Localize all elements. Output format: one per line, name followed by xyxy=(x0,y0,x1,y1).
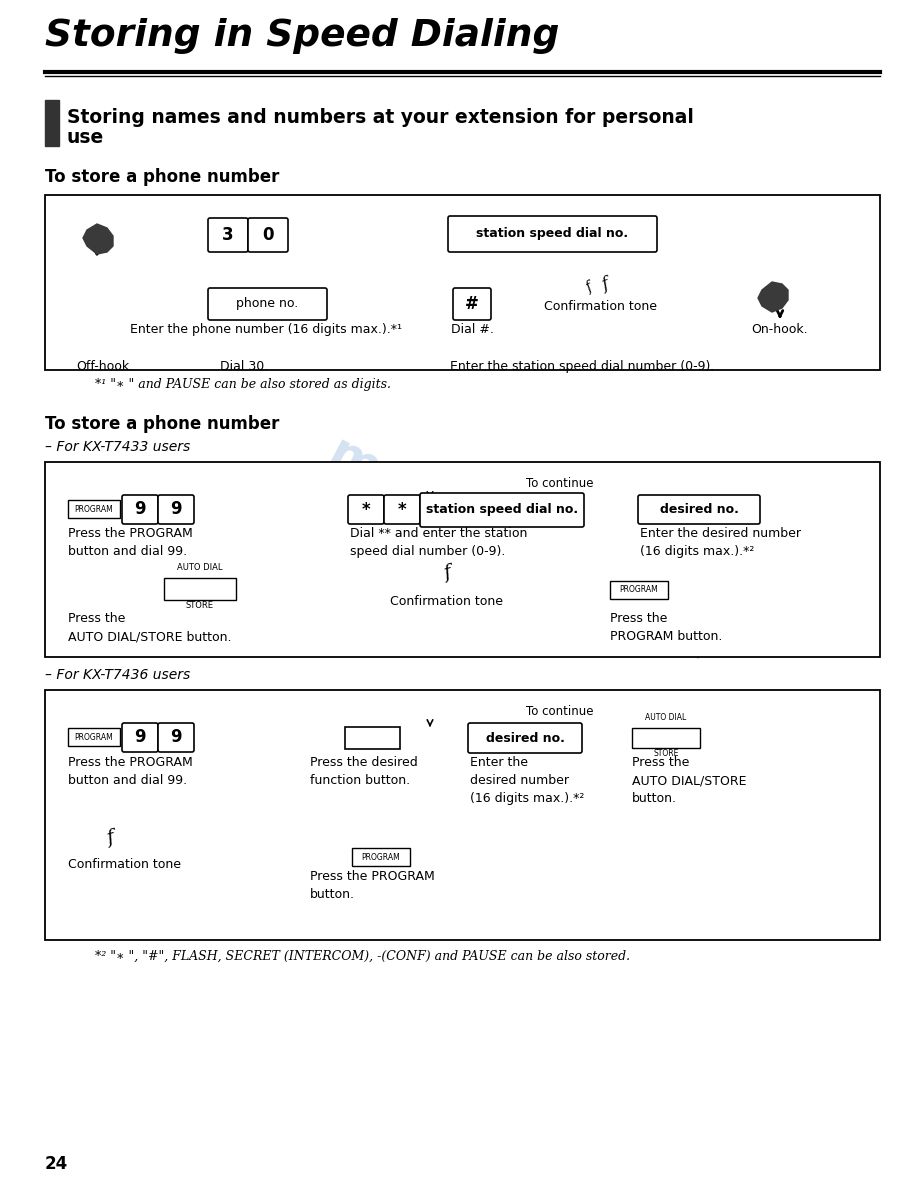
Text: *: * xyxy=(362,500,370,518)
Text: 3: 3 xyxy=(222,226,234,244)
Text: f: f xyxy=(599,276,610,295)
Bar xyxy=(45,195,880,369)
Text: station speed dial no.: station speed dial no. xyxy=(426,504,578,517)
Bar xyxy=(45,462,880,657)
Text: 0: 0 xyxy=(263,226,274,244)
FancyBboxPatch shape xyxy=(208,287,327,320)
FancyBboxPatch shape xyxy=(384,495,420,524)
FancyBboxPatch shape xyxy=(420,493,584,527)
FancyBboxPatch shape xyxy=(248,219,288,252)
Text: Enter the phone number (16 digits max.).*¹: Enter the phone number (16 digits max.).… xyxy=(130,323,402,336)
FancyBboxPatch shape xyxy=(638,495,760,524)
Bar xyxy=(45,100,59,146)
Text: desired no.: desired no. xyxy=(659,503,738,516)
Bar xyxy=(345,727,400,748)
Text: Enter the
desired number
(16 digits max.).*²: Enter the desired number (16 digits max.… xyxy=(470,756,585,805)
Text: Confirmation tone: Confirmation tone xyxy=(543,299,656,312)
Text: PROGRAM: PROGRAM xyxy=(74,733,114,741)
Text: Confirmation tone: Confirmation tone xyxy=(390,595,503,608)
Text: Confirmation tone: Confirmation tone xyxy=(68,858,181,871)
Text: 9: 9 xyxy=(134,500,146,518)
FancyBboxPatch shape xyxy=(448,216,657,252)
Text: – For KX-T7433 users: – For KX-T7433 users xyxy=(45,440,190,454)
Text: desired no.: desired no. xyxy=(486,732,565,745)
Text: Enter the desired number
(16 digits max.).*²: Enter the desired number (16 digits max.… xyxy=(640,527,801,558)
Text: To continue: To continue xyxy=(526,478,594,489)
Text: Dial ** and enter the station
speed dial number (0-9).: Dial ** and enter the station speed dial… xyxy=(350,527,527,558)
FancyBboxPatch shape xyxy=(158,495,194,524)
FancyBboxPatch shape xyxy=(158,723,194,752)
Text: 9: 9 xyxy=(134,728,146,746)
Text: Storing names and numbers at your extension for personal: Storing names and numbers at your extens… xyxy=(67,108,694,127)
Text: PROGRAM: PROGRAM xyxy=(362,853,400,861)
Bar xyxy=(632,728,700,748)
Text: station speed dial no.: station speed dial no. xyxy=(476,227,629,240)
Text: *² "∗ ", "#", FLASH, SECRET (INTERCOM), -(CONF) and PAUSE can be also stored.: *² "∗ ", "#", FLASH, SECRET (INTERCOM), … xyxy=(95,950,630,963)
Text: To store a phone number: To store a phone number xyxy=(45,415,279,432)
Text: 9: 9 xyxy=(170,500,182,518)
Bar xyxy=(45,690,880,940)
FancyBboxPatch shape xyxy=(468,723,582,753)
FancyBboxPatch shape xyxy=(348,495,384,524)
Text: f: f xyxy=(104,828,116,847)
Text: f: f xyxy=(584,280,596,296)
Text: To store a phone number: To store a phone number xyxy=(45,168,279,187)
Bar xyxy=(610,581,668,599)
Text: #: # xyxy=(465,295,479,312)
FancyBboxPatch shape xyxy=(122,495,158,524)
Text: Dial #.: Dial #. xyxy=(451,323,494,336)
Text: STORE: STORE xyxy=(654,748,678,758)
Bar xyxy=(68,728,120,746)
FancyBboxPatch shape xyxy=(122,723,158,752)
Text: Press the
AUTO DIAL/STORE
button.: Press the AUTO DIAL/STORE button. xyxy=(632,756,746,805)
Text: PROGRAM: PROGRAM xyxy=(620,586,658,594)
Bar xyxy=(164,579,236,600)
Text: On-hook.: On-hook. xyxy=(752,323,809,336)
Text: f: f xyxy=(442,563,453,582)
Text: Press the desired
function button.: Press the desired function button. xyxy=(310,756,418,786)
Text: – For KX-T7436 users: – For KX-T7436 users xyxy=(45,668,190,682)
Text: 24: 24 xyxy=(45,1155,68,1173)
Text: manualive.com: manualive.com xyxy=(320,429,720,671)
Text: AUTO DIAL: AUTO DIAL xyxy=(177,563,223,571)
Text: Press the PROGRAM
button and dial 99.: Press the PROGRAM button and dial 99. xyxy=(68,756,193,786)
FancyBboxPatch shape xyxy=(208,219,248,252)
Text: Press the
PROGRAM button.: Press the PROGRAM button. xyxy=(610,612,722,643)
Text: Press the PROGRAM
button.: Press the PROGRAM button. xyxy=(310,870,435,901)
Text: To continue: To continue xyxy=(526,704,594,718)
Bar xyxy=(352,848,410,866)
Text: phone no.: phone no. xyxy=(236,297,298,310)
Text: *¹ "∗ " and PAUSE can be also stored as digits.: *¹ "∗ " and PAUSE can be also stored as … xyxy=(95,378,391,391)
Text: *: * xyxy=(397,500,407,518)
Text: use: use xyxy=(67,128,105,147)
Text: STORE: STORE xyxy=(186,601,214,609)
Text: Storing in Speed Dialing: Storing in Speed Dialing xyxy=(45,18,559,53)
Text: Off-hook.: Off-hook. xyxy=(76,360,133,373)
Text: 9: 9 xyxy=(170,728,182,746)
Text: PROGRAM: PROGRAM xyxy=(74,505,114,513)
FancyBboxPatch shape xyxy=(453,287,491,320)
Text: Dial 30.: Dial 30. xyxy=(220,360,268,373)
Text: Press the
AUTO DIAL/STORE button.: Press the AUTO DIAL/STORE button. xyxy=(68,612,231,643)
Bar xyxy=(68,500,120,518)
Polygon shape xyxy=(83,225,113,254)
Polygon shape xyxy=(758,282,788,312)
Text: AUTO DIAL: AUTO DIAL xyxy=(645,713,687,722)
Text: Press the PROGRAM
button and dial 99.: Press the PROGRAM button and dial 99. xyxy=(68,527,193,558)
Text: Enter the station speed dial number (0-9).: Enter the station speed dial number (0-9… xyxy=(450,360,714,373)
